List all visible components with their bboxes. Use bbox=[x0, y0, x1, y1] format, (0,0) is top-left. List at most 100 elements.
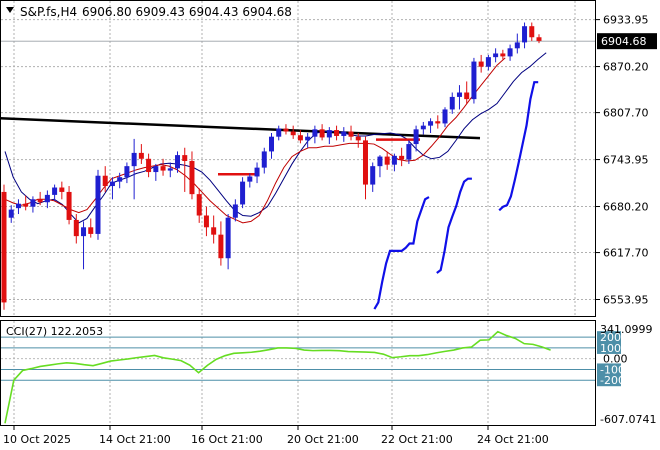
candle-body bbox=[269, 136, 274, 152]
time-axis: 10 Oct 2025 14 Oct 21:00 16 Oct 21:00 20 Oc… bbox=[3, 425, 549, 446]
candle-body bbox=[319, 129, 325, 138]
candle-body bbox=[478, 61, 484, 67]
candle-body bbox=[391, 155, 397, 165]
indicator-grid bbox=[13, 321, 489, 425]
candle-body bbox=[290, 131, 296, 136]
trailing-stop-segment bbox=[498, 81, 539, 212]
candle-body bbox=[493, 53, 499, 58]
candle-body bbox=[254, 167, 260, 177]
candle-body bbox=[348, 131, 354, 137]
candle-body bbox=[529, 26, 535, 38]
candle-body bbox=[189, 161, 195, 195]
cci-axis-max: 341.0999 bbox=[600, 323, 653, 336]
y-tick-label: 6870.20 bbox=[603, 61, 649, 74]
candle-body bbox=[261, 151, 267, 168]
ma-fast-line bbox=[4, 52, 547, 224]
candle-body bbox=[377, 156, 383, 167]
cci-level-badge bbox=[597, 341, 621, 354]
candle-body bbox=[435, 121, 441, 124]
candle-body bbox=[485, 57, 491, 67]
price-axis: 6933.95 6870.20 6807.70 6743.95 6680.20 6617.… bbox=[595, 14, 649, 307]
y-tick-label: 6743.95 bbox=[603, 154, 649, 167]
cci-line bbox=[4, 330, 551, 424]
candle-body bbox=[276, 128, 282, 137]
candle-body bbox=[507, 48, 513, 57]
ma-slow-line bbox=[4, 57, 506, 224]
candle-body bbox=[8, 209, 14, 218]
candle-body bbox=[370, 166, 376, 185]
candle-body bbox=[464, 92, 470, 100]
trailing-stop-segment bbox=[436, 177, 472, 274]
candle-body bbox=[44, 194, 50, 203]
candle-body bbox=[283, 128, 289, 132]
candle-body bbox=[73, 219, 79, 237]
candle-body bbox=[471, 61, 477, 100]
y-tick-label: 6933.95 bbox=[603, 14, 649, 27]
candle-body bbox=[1, 191, 7, 303]
candle-body bbox=[514, 42, 520, 49]
candle-body bbox=[399, 155, 405, 160]
price-badge-text: 6904.68 bbox=[601, 35, 647, 48]
candle-body bbox=[240, 181, 246, 205]
candle-body bbox=[23, 203, 29, 207]
candle-body bbox=[428, 121, 434, 126]
candle-body bbox=[218, 234, 224, 259]
candle-body bbox=[66, 191, 72, 220]
candle-body bbox=[456, 92, 462, 97]
cci-level-label: 200 bbox=[600, 331, 621, 344]
candle-body bbox=[117, 177, 123, 182]
x-tick-label: 24 Oct 21:00 bbox=[477, 433, 549, 446]
candle-body bbox=[102, 175, 108, 187]
trend-line-segment bbox=[0, 117, 481, 140]
candle-body bbox=[81, 227, 87, 237]
y-tick-label: 6617.70 bbox=[603, 247, 649, 260]
cci-level-badge bbox=[597, 331, 621, 344]
trailing-stop-segment bbox=[373, 196, 430, 310]
cci-series bbox=[4, 330, 551, 424]
candle-body bbox=[160, 166, 166, 171]
moving-averages bbox=[4, 52, 547, 224]
symbol-menu-icon[interactable] bbox=[6, 7, 14, 13]
candle-body bbox=[153, 166, 159, 173]
y-tick-label: 6553.95 bbox=[603, 294, 649, 307]
candle-body bbox=[312, 129, 318, 137]
candle-body bbox=[442, 109, 448, 124]
cci-level-label: -200 bbox=[600, 374, 625, 387]
candle-body bbox=[326, 130, 332, 138]
candle-body bbox=[500, 53, 506, 57]
candle-body bbox=[196, 194, 202, 216]
candle-body bbox=[138, 152, 144, 159]
candle-body bbox=[536, 37, 542, 41]
candle-body bbox=[95, 175, 101, 234]
main-grid bbox=[1, 1, 595, 316]
y-tick-label: 6807.70 bbox=[603, 107, 649, 120]
candle-body bbox=[341, 131, 347, 136]
candle-body bbox=[175, 155, 181, 169]
candle-body bbox=[232, 204, 238, 218]
cci-level-badge bbox=[597, 363, 621, 376]
trend-line bbox=[0, 117, 481, 140]
candle-body bbox=[406, 144, 412, 160]
candle-body bbox=[203, 215, 209, 228]
cci-axis-min: -607.0741 bbox=[600, 413, 656, 426]
candle-body bbox=[384, 156, 390, 165]
y-tick-label: 6680.20 bbox=[603, 201, 649, 214]
candle-body bbox=[15, 203, 21, 209]
symbol-label: S&P.fs,H4 bbox=[20, 5, 77, 19]
x-tick-label: 20 Oct 21:00 bbox=[287, 433, 359, 446]
candle-body bbox=[167, 168, 173, 171]
red-level-markers bbox=[218, 138, 420, 176]
candle-body bbox=[109, 181, 115, 187]
price-badge: 6904.68 bbox=[597, 33, 657, 50]
candle-body bbox=[420, 125, 426, 130]
candle-body bbox=[225, 217, 231, 259]
candle-body bbox=[146, 158, 152, 173]
candle-body bbox=[522, 26, 528, 43]
candle-body bbox=[362, 140, 368, 185]
candle-body bbox=[37, 199, 43, 203]
cci-level-label: 100 bbox=[600, 342, 621, 355]
x-tick-label: 16 Oct 21:00 bbox=[191, 433, 263, 446]
main-pane-frame bbox=[0, 0, 596, 317]
